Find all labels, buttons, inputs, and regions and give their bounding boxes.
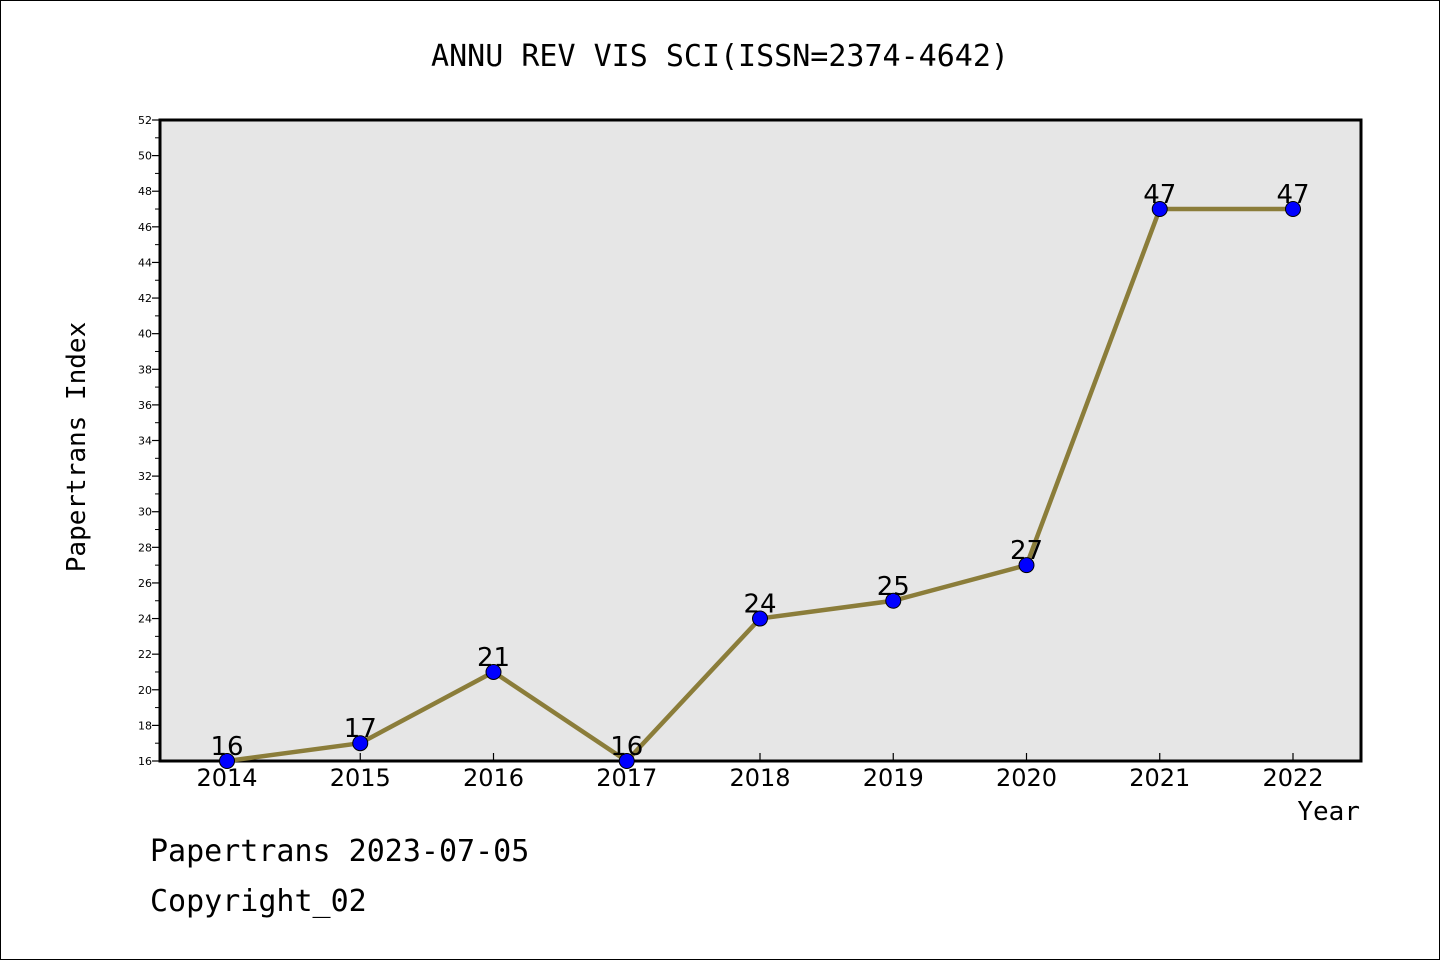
y-tick-label: 52	[138, 114, 152, 127]
data-label: 24	[743, 590, 776, 620]
x-tick-label: 2015	[330, 764, 391, 792]
data-point	[752, 610, 768, 627]
x-tick-label: 2022	[1262, 764, 1323, 792]
x-tick-label: 2016	[463, 764, 524, 792]
data-label: 17	[344, 714, 377, 744]
y-tick-label: 32	[138, 470, 152, 483]
y-tick-label: 20	[138, 684, 152, 697]
x-tick-label: 2018	[729, 764, 790, 792]
footer-date: Papertrans 2023-07-05	[150, 834, 530, 869]
footer-copyright: Copyright_02	[150, 884, 367, 919]
data-label: 21	[477, 643, 510, 673]
y-tick-label: 44	[138, 256, 152, 269]
x-axis: 2014 2015 2016 2017 2018 2019 2020 2021 2022	[196, 753, 1324, 792]
x-axis-label: Year	[1297, 797, 1360, 827]
data-label: 27	[1010, 536, 1043, 566]
data-label: 25	[877, 572, 910, 602]
y-tick-label: 24	[138, 613, 152, 626]
y-tick-label: 28	[138, 541, 152, 554]
y-axis: 16 18 20 22 24 26 28 30 32 34 36 38 40 42 44 46 48 50 52	[138, 114, 160, 768]
y-tick-label: 16	[138, 755, 152, 768]
y-tick-label: 26	[138, 577, 152, 590]
data-label: 47	[1143, 180, 1176, 210]
y-tick-label: 30	[138, 506, 152, 519]
y-axis-label: Papertrans Index	[62, 322, 92, 572]
data-point	[1285, 201, 1301, 218]
y-tick-label: 42	[138, 292, 152, 305]
x-tick-label: 2019	[863, 764, 924, 792]
y-tick-label: 18	[138, 719, 152, 732]
data-point	[885, 592, 902, 609]
series-layer: 16 17 21 16 24 25 27 47 47	[210, 180, 1310, 769]
y-tick-label: 48	[138, 185, 152, 198]
plot-area	[158, 118, 1363, 763]
data-label: 16	[610, 732, 643, 762]
data-point	[485, 663, 502, 680]
chart-title: ANNU REV VIS SCI(ISSN=2374-4642)	[431, 39, 1009, 74]
data-point	[618, 753, 635, 769]
y-tick-label: 22	[138, 648, 152, 661]
y-tick-label: 46	[138, 221, 152, 234]
y-tick-label: 50	[138, 150, 152, 163]
y-tick-label: 38	[138, 363, 152, 376]
y-tick-label: 40	[138, 328, 152, 341]
data-point	[1018, 557, 1035, 574]
data-point	[1151, 201, 1168, 218]
data-point	[352, 735, 369, 752]
data-label: 47	[1276, 180, 1309, 210]
data-label: 16	[210, 732, 243, 762]
data-point	[219, 753, 235, 769]
y-tick-label: 36	[138, 399, 152, 412]
x-tick-label: 2021	[1129, 764, 1190, 792]
x-tick-label: 2020	[996, 764, 1057, 792]
y-tick-label: 34	[138, 435, 152, 448]
